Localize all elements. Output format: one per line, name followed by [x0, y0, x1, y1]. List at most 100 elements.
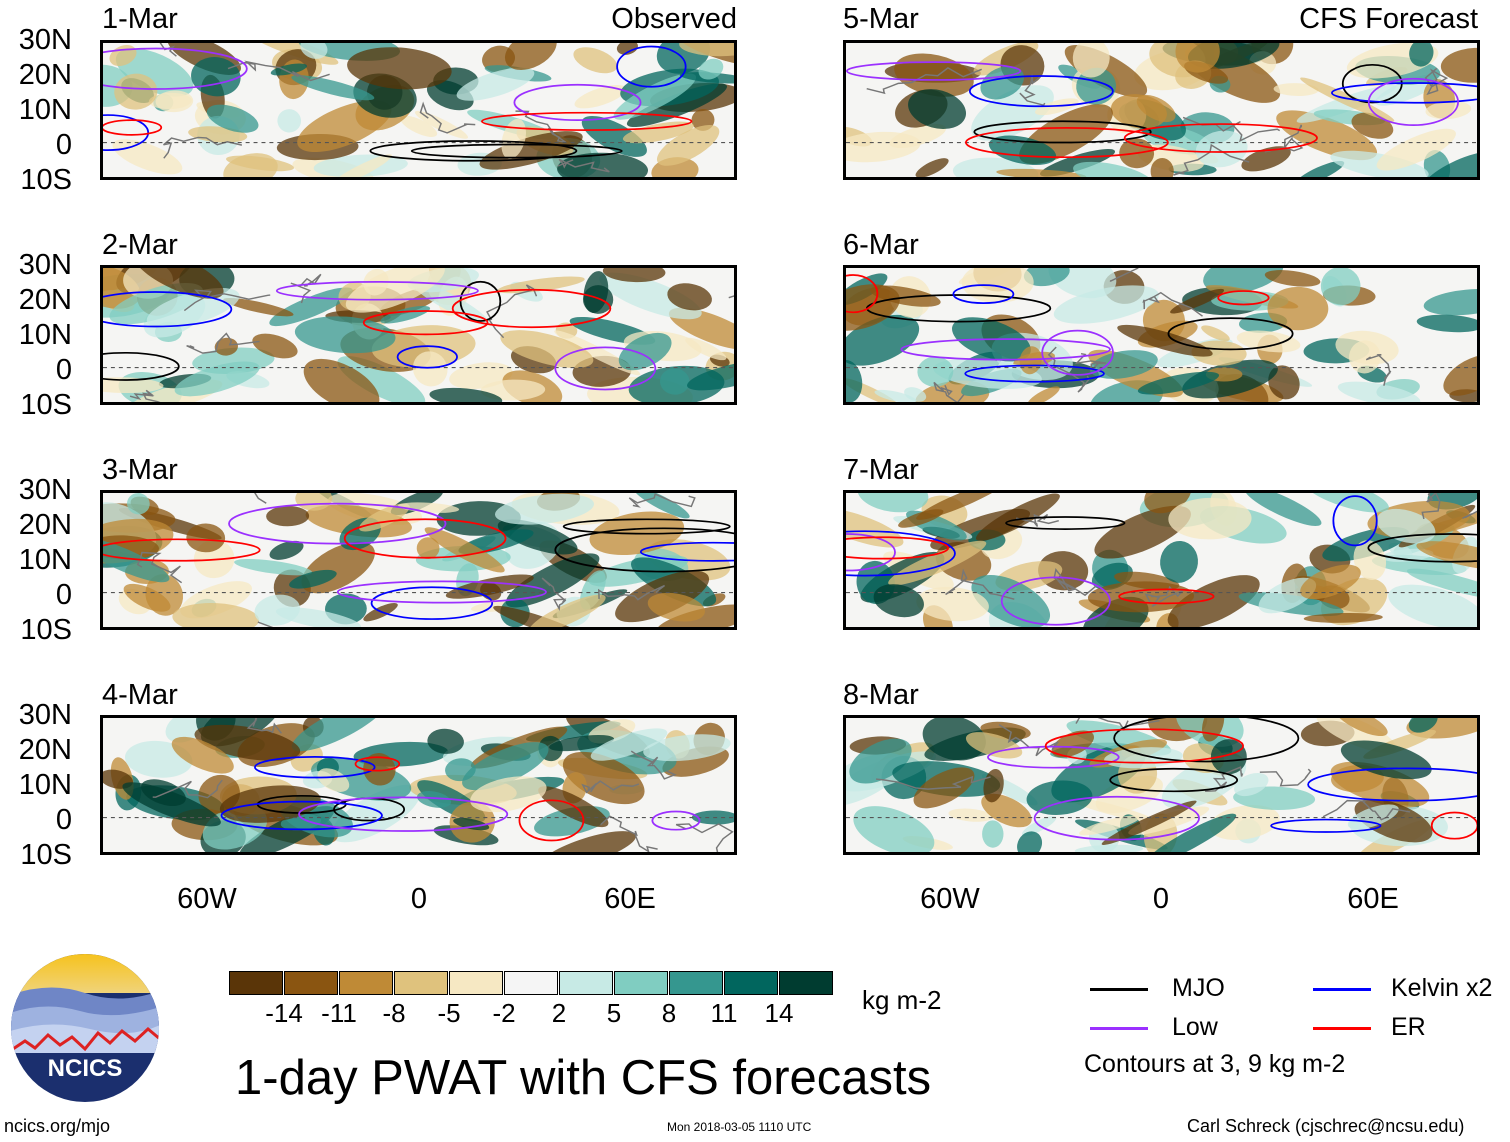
- pwat-anomaly-blob: [289, 569, 337, 589]
- pwat-anomaly-blob: [337, 356, 426, 402]
- coastline: [600, 815, 658, 852]
- pwat-anomaly-blob: [1160, 540, 1198, 583]
- pwat-anomaly-blob: [1191, 340, 1247, 366]
- lat-label: 10N: [18, 769, 72, 801]
- wave-contour: [336, 580, 547, 604]
- pwat-anomaly-blob: [148, 92, 192, 110]
- wave-contour: [254, 755, 376, 779]
- colorbar-swatch: [394, 971, 448, 995]
- pwat-anomaly-blob: [456, 67, 535, 101]
- wave-contour: [846, 61, 1022, 81]
- wave-contour: [1041, 329, 1114, 376]
- pwat-anomaly-blob: [573, 47, 618, 74]
- pwat-anomaly-blob: [1203, 268, 1284, 294]
- pwat-anomaly-blob: [1023, 268, 1070, 287]
- wave-contour: [639, 541, 734, 562]
- legend-label: Kelvin x2: [1391, 974, 1493, 1002]
- pwat-anomaly-blob: [1348, 340, 1381, 374]
- pwat-anomaly-blob: [908, 89, 967, 129]
- wave-contour: [1430, 811, 1477, 840]
- pwat-anomaly-blob: [1340, 740, 1432, 780]
- wave-contour: [1123, 123, 1318, 153]
- coastline: [1142, 291, 1203, 317]
- lat-label: 0: [55, 129, 72, 161]
- footer-url[interactable]: ncics.org/mjo: [4, 1116, 111, 1136]
- wave-contour: [451, 288, 612, 329]
- map-panel: [100, 40, 737, 180]
- colorbar-label: -8: [382, 998, 406, 1028]
- lat-label: 30N: [18, 699, 72, 731]
- wave-contour: [900, 338, 1111, 361]
- pwat-anomaly-blob: [1273, 83, 1319, 96]
- colorbar-swatch: [504, 971, 558, 995]
- pwat-anomaly-blob: [1353, 540, 1387, 580]
- legend-label: Low: [1172, 1013, 1218, 1041]
- colorbar-swatch: [339, 971, 393, 995]
- colorbar-label: 2: [551, 998, 567, 1028]
- coastline: [866, 67, 982, 95]
- pwat-anomaly-blob: [846, 359, 863, 402]
- wave-contour: [103, 119, 163, 136]
- pwat-anomaly-blob: [1026, 780, 1093, 815]
- lat-label: 20N: [18, 734, 72, 766]
- pwat-anomaly-blob: [123, 583, 171, 612]
- pwat-anomaly-blob: [269, 287, 353, 327]
- wave-contour: [651, 810, 701, 831]
- wave-contour: [846, 536, 950, 560]
- pwat-anomaly-blob: [172, 603, 260, 627]
- pwat-anomaly-blob: [1209, 805, 1280, 840]
- coastline: [227, 60, 330, 82]
- pwat-anomaly-blob: [616, 43, 638, 55]
- coastline: [1365, 353, 1392, 386]
- wave-contour: [616, 45, 687, 88]
- pwat-anomaly-blob: [917, 356, 954, 387]
- wave-contour: [459, 280, 502, 322]
- pwat-anomaly-blob: [1408, 718, 1438, 733]
- pwat-anomaly-blob: [554, 330, 641, 376]
- pwat-anomaly-blob: [562, 751, 645, 805]
- pwat-anomaly-blob: [679, 43, 734, 57]
- pwat-anomaly-blob: [1117, 324, 1213, 357]
- pwat-anomaly-blob: [656, 43, 711, 74]
- pwat-anomaly-blob: [1337, 381, 1421, 402]
- lat-label: 10S: [20, 839, 72, 871]
- coastline: [875, 775, 991, 790]
- pwat-anomaly-blob: [952, 157, 1039, 177]
- wave-contour: [513, 83, 642, 122]
- pwat-anomaly-blob: [1330, 761, 1430, 808]
- pwat-anomaly-blob: [1170, 288, 1225, 314]
- coastline: [1259, 768, 1312, 787]
- pwat-anomaly-blob: [103, 268, 141, 309]
- pwat-anomaly-blob: [266, 506, 310, 527]
- pwat-anomaly-blob: [462, 742, 549, 791]
- pwat-anomaly-blob: [115, 48, 194, 97]
- coastline: [1019, 74, 1046, 107]
- colorbar-label: 8: [661, 998, 677, 1028]
- map-panel: [843, 40, 1480, 180]
- wave-contour: [1000, 576, 1111, 626]
- lat-label: 10N: [18, 319, 72, 351]
- coastline: [675, 823, 734, 852]
- colorbar-label: 14: [764, 998, 794, 1028]
- pwat-anomaly-blob: [643, 734, 731, 762]
- colorbar-label: 5: [606, 998, 622, 1028]
- coastline: [290, 273, 322, 304]
- legend-line-kelvin: [1313, 988, 1371, 991]
- observed-title: Observed: [611, 3, 737, 35]
- legend-label: ER: [1391, 1013, 1426, 1041]
- coastline: [486, 284, 538, 339]
- coastline: [597, 584, 666, 601]
- pwat-anomaly-blob: [996, 168, 1087, 177]
- pwat-anomaly-blob: [1303, 612, 1383, 623]
- wave-contour: [396, 345, 458, 369]
- wave-contour: [1367, 533, 1477, 563]
- pwat-anomaly-blob: [948, 808, 993, 822]
- lat-label: 0: [55, 579, 72, 611]
- pwat-anomaly-blob: [1089, 350, 1158, 379]
- pwat-anomaly-blob: [417, 791, 452, 808]
- pwat-anomaly-blob: [647, 592, 705, 622]
- pwat-anomaly-blob: [331, 784, 421, 843]
- wave-contour: [1367, 77, 1459, 126]
- pwat-anomaly-blob: [540, 831, 636, 852]
- pwat-anomaly-blob: [1150, 157, 1174, 177]
